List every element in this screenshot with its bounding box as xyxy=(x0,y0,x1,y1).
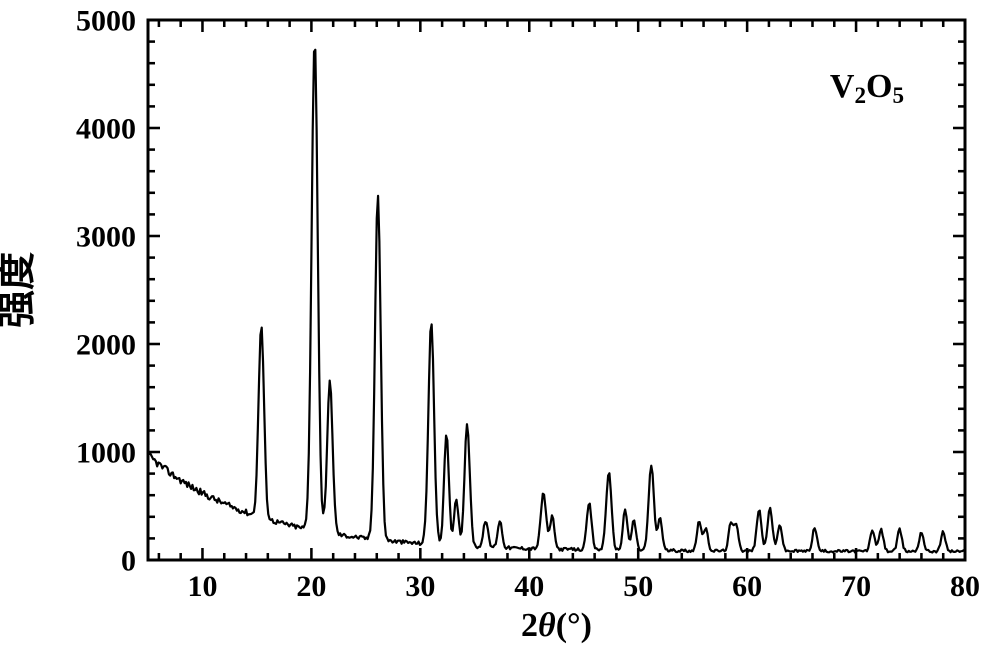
y-axis-label: 强度 xyxy=(0,252,39,328)
x-tick-label: 40 xyxy=(514,570,544,603)
x-tick-label: 20 xyxy=(296,570,326,603)
x-axis-label: 2θ(°) xyxy=(521,607,592,644)
y-tick-label: 3000 xyxy=(76,221,136,254)
x-tick-label: 10 xyxy=(187,570,217,603)
y-tick-label: 1000 xyxy=(76,437,136,470)
y-tick-label: 4000 xyxy=(76,113,136,146)
y-tick-label: 2000 xyxy=(76,329,136,362)
x-tick-label: 50 xyxy=(623,570,653,603)
x-tick-label: 60 xyxy=(732,570,762,603)
x-tick-label: 30 xyxy=(405,570,435,603)
x-tick-label: 70 xyxy=(841,570,871,603)
y-tick-label: 0 xyxy=(121,545,136,578)
y-tick-label: 5000 xyxy=(76,5,136,38)
xrd-chart: 10 20 30 40 50 60 70 80 0 1000 2000 3000 4000 5000 2θ(… xyxy=(0,0,1000,648)
x-tick-label: 80 xyxy=(950,570,980,603)
